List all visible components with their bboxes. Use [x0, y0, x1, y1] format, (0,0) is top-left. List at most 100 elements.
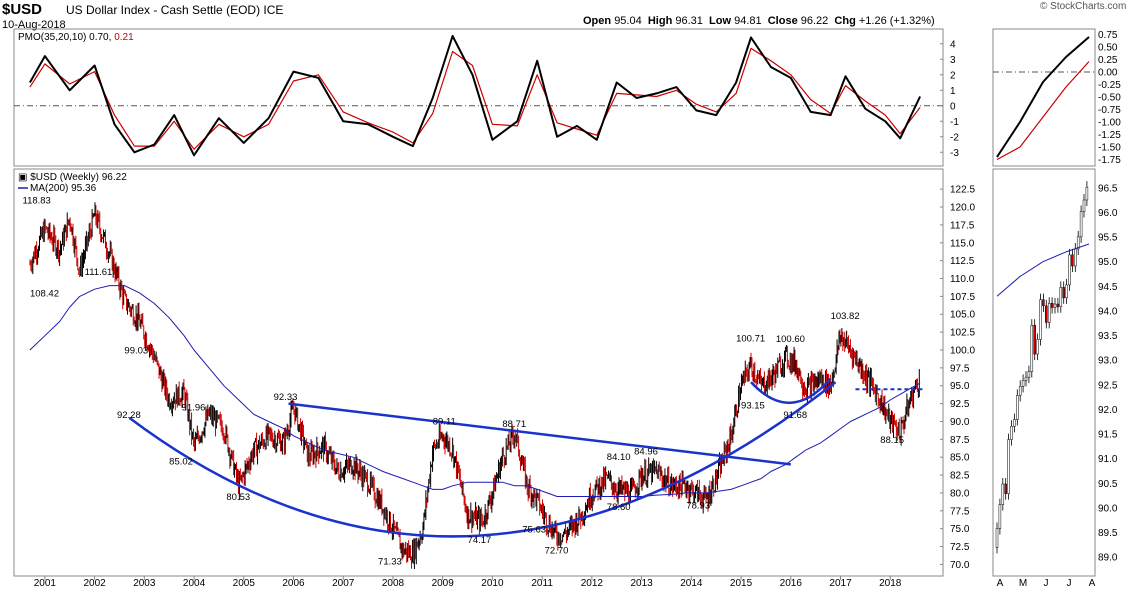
price-tick-label: 122.5: [950, 185, 975, 196]
side-price-tick-label: 95.0: [1098, 257, 1118, 268]
side-price-frame: [992, 168, 1096, 577]
price-legend: ▣ $USD (Weekly) 96.22: [18, 172, 127, 183]
side-candle: [1013, 419, 1016, 427]
pmo-signal-line: [29, 47, 921, 150]
price-tick-label: 102.5: [950, 328, 975, 339]
side-price-tick-label: 94.5: [1098, 282, 1118, 293]
side-candle: [1036, 339, 1039, 355]
price-annotation: 108.42: [30, 288, 59, 299]
x-tick-label: 2005: [233, 578, 256, 589]
ohlc-readout: Open 95.04 High 96.31 Low 94.81 Close 96…: [583, 15, 935, 27]
x-tick-label: 2002: [83, 578, 106, 589]
price-annotation: 100.71: [736, 333, 765, 344]
price-annotation: 80.53: [226, 492, 250, 503]
side-pmo-tick-label: -1.75: [1098, 155, 1121, 166]
pmo-legend-prefix: PMO(35,20,10): [18, 32, 86, 43]
side-candle: [1079, 211, 1083, 238]
side-price-tick-label: 96.0: [1098, 208, 1118, 219]
side-pmo-tick-label: 0.00: [1098, 68, 1118, 79]
side-candle: [1050, 302, 1054, 308]
instrument-desc: US Dollar Index - Cash Settle (EOD): [66, 3, 261, 17]
side-pmo-tick-label: -1.50: [1098, 143, 1121, 154]
side-pmo-tick-label: -0.75: [1098, 105, 1121, 116]
side-candle: [1001, 483, 1005, 505]
side-candle: [1059, 287, 1063, 308]
side-candle: [1062, 287, 1065, 299]
side-candle: [1065, 284, 1068, 299]
side-candle: [1076, 236, 1080, 250]
side-candle: [1042, 299, 1045, 307]
x-tick-label: 2015: [730, 578, 753, 589]
ma-legend: MA(200) 95.36: [30, 183, 97, 194]
handle-curve: [750, 377, 832, 404]
price-annotation: 74.17: [468, 535, 492, 546]
x-tick-label: 2008: [382, 578, 405, 589]
price-tick-label: 72.5: [950, 542, 970, 553]
pmo-legend-value1: 0.70: [89, 32, 109, 43]
pmo-line: [29, 35, 922, 157]
price-annotation: 92.33: [274, 392, 298, 403]
pmo-tick-label: -1: [950, 117, 959, 128]
side-pmo-line: [996, 36, 1090, 158]
price-annotation: 71.33: [378, 556, 402, 567]
side-candle: [1004, 483, 1007, 494]
price-annotation: 92.28: [117, 410, 141, 421]
price-annotation: 118.83: [22, 195, 50, 206]
price-annotation: 85.02: [169, 456, 193, 467]
pmo-tick-label: -2: [950, 132, 959, 143]
side-candle: [1021, 380, 1025, 387]
price-annotation: 84.96: [634, 446, 658, 457]
price-tick-label: 100.0: [950, 345, 975, 356]
x-tick-label: 2013: [630, 578, 653, 589]
side-price-tick-label: 93.0: [1098, 356, 1118, 367]
side-candle: [1018, 386, 1022, 396]
price-tick-label: 112.5: [950, 256, 975, 267]
close-label: Close: [767, 15, 798, 27]
price-tick-label: 80.0: [950, 488, 970, 499]
side-x-tick-label: M: [1019, 578, 1027, 589]
cup-base-curve: [128, 381, 837, 538]
price-panel-frame: [13, 168, 944, 577]
chg-value: +1.26 (+1.32%): [858, 15, 935, 27]
chg-label: Chg: [834, 15, 856, 27]
price-annotation: 103.82: [831, 311, 860, 322]
side-candle: [1007, 439, 1010, 494]
price-annotation: 78.93: [686, 501, 710, 512]
open-value: 95.04: [614, 15, 642, 27]
side-price-tick-label: 92.0: [1098, 405, 1118, 416]
side-candle: [1010, 426, 1013, 440]
side-pmo-tick-label: -0.25: [1098, 80, 1121, 91]
pmo-tick-label: 4: [950, 39, 956, 50]
price-tick-label: 75.0: [950, 524, 970, 535]
side-price-tick-label: 89.5: [1098, 528, 1118, 539]
price-tick-label: 92.5: [950, 399, 970, 410]
price-annotation: 99.03: [124, 346, 148, 357]
side-candle: [998, 504, 1002, 529]
side-pmo-tick-label: -0.50: [1098, 93, 1121, 104]
low-label: Low: [709, 15, 732, 27]
price-tick-label: 77.5: [950, 506, 970, 517]
side-candle: [995, 528, 999, 548]
pmo-tick-label: 3: [950, 55, 956, 66]
side-candle: [1027, 371, 1031, 378]
price-annotation: 91.96: [182, 403, 206, 414]
pmo-tick-label: 1: [950, 86, 956, 97]
side-price-tick-label: 90.0: [1098, 503, 1118, 514]
price-tick-label: 87.5: [950, 435, 970, 446]
high-label: High: [647, 15, 673, 27]
price-annotation: 111.61: [85, 267, 113, 278]
price-annotation: 78.60: [607, 502, 631, 513]
side-x-tick-label: A: [1089, 578, 1096, 589]
side-candle: [1074, 248, 1077, 267]
price-annotation: 88.71: [502, 419, 526, 430]
side-candle: [1030, 324, 1034, 372]
price-tick-label: 120.0: [950, 203, 975, 214]
side-pmo-frame: [992, 28, 1096, 167]
price-annotation: 100.60: [776, 334, 805, 345]
chart-date: 10-Aug-2018: [2, 19, 66, 31]
x-tick-label: 2018: [879, 578, 902, 589]
side-x-tick-label: J: [1067, 578, 1072, 589]
x-tick-label: 2003: [133, 578, 156, 589]
side-signal-line: [996, 61, 1090, 161]
